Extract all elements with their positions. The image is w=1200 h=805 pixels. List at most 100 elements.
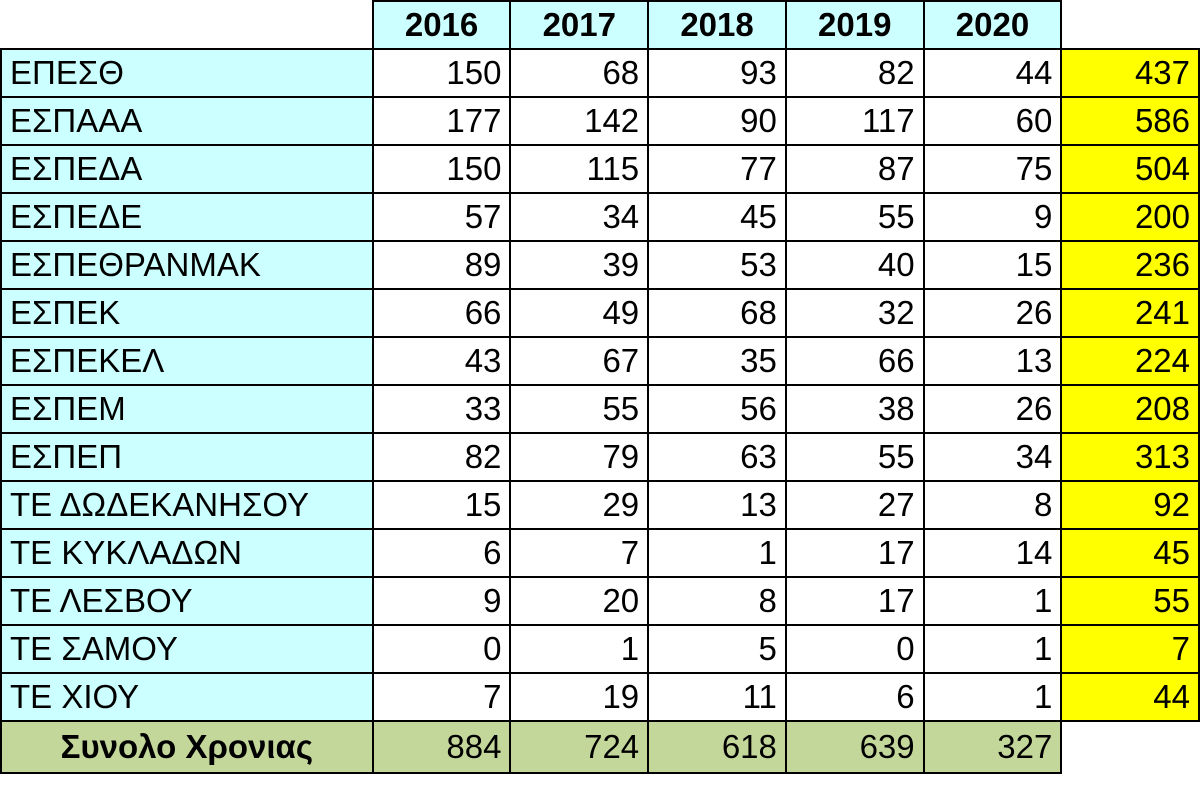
value-cell: 55 [509,384,650,434]
value-cell: 1 [922,576,1063,626]
row-label: ΕΣΠΕΘΡΑΝΜΑΚ [0,240,374,290]
value-cell: 7 [509,528,650,578]
data-row: ΕΣΠΕΜ 33 55 56 38 26 208 [0,384,1200,434]
value-cell: 26 [922,288,1063,338]
row-label: ΤΕ ΔΩΔΕΚΑΝΗΣΟΥ [0,480,374,530]
value-cell: 1 [509,624,650,674]
footer-value: 639 [784,720,925,774]
total-cell: 313 [1060,432,1200,482]
row-label: ΕΣΠΕΔΑ [0,144,374,194]
total-cell: 200 [1060,192,1200,242]
data-row: ΕΣΠΕΔΑ 150 115 77 87 75 504 [0,144,1200,194]
data-table: 2016 2017 2018 2019 2020 ΕΠΕΣΘ 150 68 93 82 44 437 Ε… [0,0,1200,774]
total-cell: 241 [1060,288,1200,338]
data-row: ΕΣΠΑΑΑ 177 142 90 117 60 586 [0,96,1200,146]
footer-value: 884 [371,720,512,774]
total-cell: 92 [1060,480,1200,530]
value-cell: 9 [922,192,1063,242]
value-cell: 33 [371,384,512,434]
value-cell: 55 [784,432,925,482]
value-cell: 26 [922,384,1063,434]
total-cell: 437 [1060,48,1200,98]
total-cell: 45 [1060,528,1200,578]
row-label: ΤΕ ΧΙΟΥ [0,672,374,722]
value-cell: 13 [647,480,787,530]
row-label: ΕΣΠΑΑΑ [0,96,374,146]
footer-row: Συνολο Χρονιας 884 724 618 639 327 [0,720,1199,774]
value-cell: 8 [647,576,787,626]
value-cell: 39 [509,240,650,290]
value-cell: 6 [371,528,512,578]
value-cell: 15 [922,240,1063,290]
row-label: ΕΣΠΕΔΕ [0,192,374,242]
total-cell: 55 [1060,576,1200,626]
total-cell: 236 [1060,240,1200,290]
blank-cell [1061,721,1199,773]
data-row: ΤΕ ΚΥΚΛΑΔΩΝ 6 7 1 17 14 45 [0,528,1200,578]
total-cell: 208 [1060,384,1200,434]
data-row: ΕΣΠΕΔΕ 57 34 45 55 9 200 [0,192,1200,242]
row-label: ΤΕ ΚΥΚΛΑΔΩΝ [0,528,374,578]
value-cell: 34 [922,432,1063,482]
value-cell: 150 [371,144,512,194]
value-cell: 32 [784,288,925,338]
value-cell: 75 [922,144,1063,194]
value-cell: 34 [509,192,650,242]
value-cell: 17 [784,576,925,626]
value-cell: 55 [784,192,925,242]
blank-cell [1,1,373,49]
data-row: ΕΣΠΕΠ 82 79 63 55 34 313 [0,432,1200,482]
value-cell: 5 [647,624,787,674]
total-cell: 586 [1060,96,1200,146]
value-cell: 90 [647,96,787,146]
value-cell: 1 [647,528,787,578]
data-row: ΤΕ ΛΕΣΒΟΥ 9 20 8 17 1 55 [0,576,1200,626]
total-cell: 224 [1060,336,1200,386]
value-cell: 79 [509,432,650,482]
data-row: ΕΠΕΣΘ 150 68 93 82 44 437 [0,48,1200,98]
value-cell: 150 [371,48,512,98]
value-cell: 6 [784,672,925,722]
value-cell: 13 [922,336,1063,386]
year-header: 2016 [371,0,512,50]
header-row: 2016 2017 2018 2019 2020 [1,0,1199,50]
value-cell: 9 [371,576,512,626]
value-cell: 53 [647,240,787,290]
data-row: ΕΣΠΕΚΕΛ 43 67 35 66 13 224 [0,336,1200,386]
row-label: ΤΕ ΛΕΣΒΟΥ [0,576,374,626]
row-label: ΕΣΠΕΚ [0,288,374,338]
value-cell: 11 [647,672,787,722]
value-cell: 27 [784,480,925,530]
value-cell: 60 [922,96,1063,146]
value-cell: 14 [922,528,1063,578]
value-cell: 89 [371,240,512,290]
data-row: ΤΕ ΧΙΟΥ 7 19 11 6 1 44 [0,672,1200,722]
value-cell: 8 [922,480,1063,530]
row-label: ΤΕ ΣΑΜΟΥ [0,624,374,674]
value-cell: 0 [371,624,512,674]
value-cell: 93 [647,48,787,98]
value-cell: 35 [647,336,787,386]
data-row: ΕΣΠΕΚ 66 49 68 32 26 241 [0,288,1200,338]
row-label: ΕΠΕΣΘ [0,48,374,98]
year-header: 2020 [922,0,1063,50]
value-cell: 44 [922,48,1063,98]
footer-value: 724 [509,720,650,774]
year-header: 2019 [784,0,925,50]
year-header: 2018 [647,0,787,50]
row-label: ΕΣΠΕΚΕΛ [0,336,374,386]
value-cell: 82 [371,432,512,482]
total-cell: 44 [1060,672,1200,722]
footer-label: Συνολο Χρονιας [0,720,374,774]
value-cell: 19 [509,672,650,722]
value-cell: 57 [371,192,512,242]
value-cell: 68 [509,48,650,98]
value-cell: 177 [371,96,512,146]
value-cell: 0 [784,624,925,674]
value-cell: 15 [371,480,512,530]
value-cell: 38 [784,384,925,434]
footer-value: 327 [922,720,1063,774]
value-cell: 49 [509,288,650,338]
value-cell: 29 [509,480,650,530]
value-cell: 63 [647,432,787,482]
